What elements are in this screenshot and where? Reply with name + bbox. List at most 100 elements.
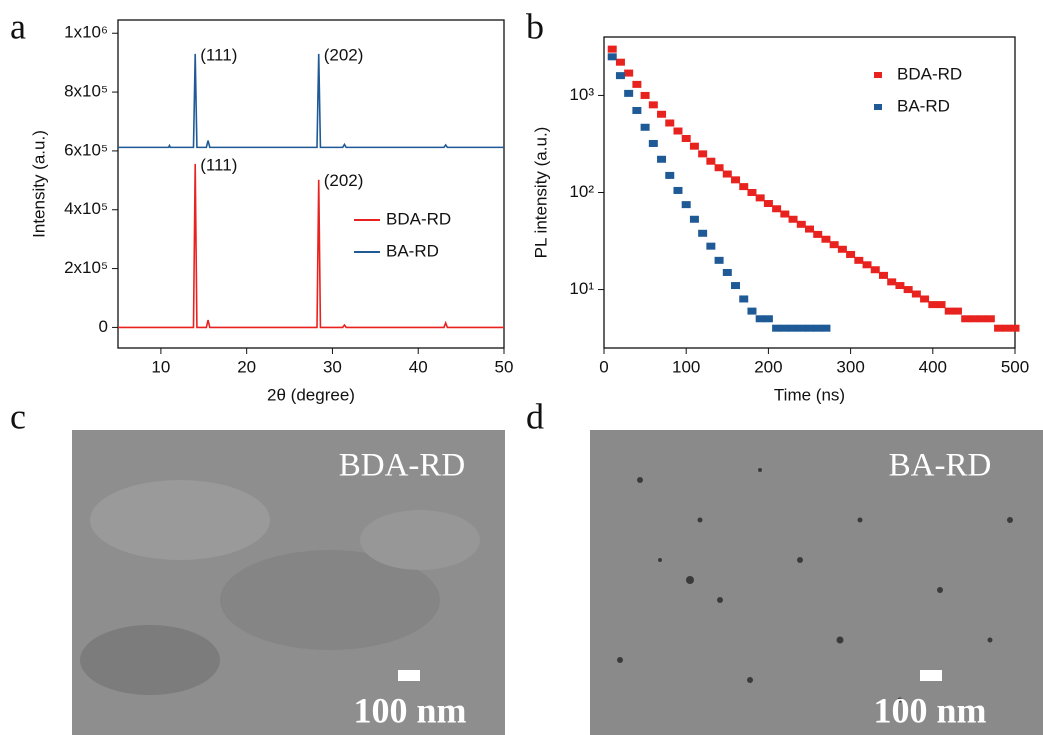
- y-axis-label: PL intensity (a.u.): [531, 127, 550, 259]
- data-point: [689, 215, 699, 223]
- data-point: [615, 72, 625, 80]
- data-point: [739, 183, 749, 191]
- data-point: [698, 229, 708, 237]
- data-point: [665, 171, 675, 179]
- data-point: [788, 324, 798, 332]
- data-point: [870, 266, 880, 274]
- data-point: [763, 315, 773, 323]
- x-tick-label: 400: [919, 357, 947, 376]
- data-point: [657, 155, 667, 163]
- data-point: [665, 119, 675, 127]
- data-point: [829, 241, 839, 249]
- data-point: [706, 157, 716, 165]
- x-tick-label: 50: [495, 357, 514, 376]
- x-tick-label: 0: [599, 357, 608, 376]
- panel-label: c: [10, 396, 26, 436]
- data-point: [755, 315, 765, 323]
- data-point: [961, 315, 971, 323]
- data-point: [722, 170, 732, 178]
- data-point: [936, 301, 946, 309]
- data-point: [615, 58, 625, 66]
- y-tick-label: 6x10⁵: [64, 140, 108, 159]
- data-point: [780, 210, 790, 218]
- legend-label: BA-RD: [386, 241, 439, 260]
- data-point: [607, 53, 617, 61]
- data-point: [878, 271, 888, 279]
- data-point: [944, 307, 954, 315]
- data-point: [673, 127, 683, 135]
- data-point: [648, 101, 658, 109]
- y-tick-label: 4x10⁵: [64, 199, 108, 218]
- data-point: [648, 139, 658, 147]
- data-point: [673, 186, 683, 194]
- panel-label: d: [526, 396, 544, 436]
- chart: 0 100 200 300 400 500 10¹ 10² 10³ Time (ns) PL int…: [531, 36, 1029, 404]
- y-tick-label: 1x10⁶: [64, 23, 108, 42]
- scale-bar-label: 100 nm: [873, 690, 986, 730]
- y-axis-label: Intensity (a.u.): [29, 130, 48, 238]
- data-point: [763, 200, 773, 208]
- data-point: [624, 69, 634, 77]
- legend-label: BDA-RD: [386, 209, 451, 228]
- data-point: [747, 189, 757, 196]
- data-point: [846, 250, 856, 258]
- series-line: [118, 163, 504, 329]
- data-point: [837, 245, 847, 253]
- legend-label: BA-RD: [897, 96, 950, 115]
- y-tick-label: 8x10⁵: [64, 82, 108, 101]
- data-point: [895, 282, 905, 290]
- image-caption: BA-RD: [889, 448, 992, 484]
- data-point: [632, 106, 642, 114]
- plot-frame: [603, 36, 1016, 349]
- data-point: [689, 142, 699, 150]
- data-point: [731, 282, 741, 290]
- x-axis-label: Time (ns): [774, 385, 845, 404]
- data-point: [624, 89, 634, 97]
- series-line: [118, 53, 504, 149]
- data-point: [714, 256, 724, 264]
- annotation: (202): [324, 45, 364, 64]
- x-tick-label: 500: [1001, 357, 1029, 376]
- x-tick-label: 300: [836, 357, 864, 376]
- data-point: [657, 110, 667, 118]
- data-point: [681, 201, 691, 209]
- data-point: [722, 268, 732, 276]
- chart: 10 20 30 40 50 0 2x10⁵ 4x10⁵ 6x10⁵ 8x10⁵ 1x10⁶ 2θ (…: [29, 19, 514, 404]
- data-point: [952, 307, 962, 315]
- data-point: [887, 278, 897, 286]
- annotation: (202): [324, 171, 364, 190]
- y-tick-label: 10²: [569, 182, 594, 201]
- data-point: [985, 315, 995, 323]
- data-point: [796, 220, 806, 228]
- data-point: [780, 324, 790, 332]
- annotation: (111): [200, 45, 237, 64]
- data-point: [640, 123, 650, 131]
- data-point: [805, 225, 814, 233]
- x-tick-label: 10: [151, 357, 170, 376]
- data-point: [862, 261, 872, 269]
- legend-swatch: [874, 72, 882, 78]
- data-point: [813, 230, 823, 238]
- y-tick-label: 10³: [569, 85, 594, 104]
- annotation: (111): [200, 155, 237, 174]
- y-tick-label: 2x10⁵: [64, 258, 108, 277]
- data-point: [805, 324, 814, 332]
- sem-image: BDA-RD 100 nm: [72, 430, 505, 735]
- image-caption: BDA-RD: [339, 448, 466, 484]
- data-point: [755, 194, 765, 202]
- x-tick-label: 40: [409, 357, 428, 376]
- data-point: [1002, 324, 1012, 332]
- data-point: [977, 315, 987, 323]
- x-tick-label: 100: [672, 357, 700, 376]
- scale-bar-label: 100 nm: [353, 690, 466, 730]
- data-point: [969, 315, 979, 323]
- data-point: [632, 80, 642, 88]
- data-point: [903, 286, 913, 294]
- data-point: [994, 324, 1004, 332]
- data-point: [821, 324, 831, 332]
- data-point: [607, 45, 617, 53]
- data-point: [681, 135, 691, 143]
- data-point: [772, 205, 782, 213]
- data-point: [714, 164, 724, 172]
